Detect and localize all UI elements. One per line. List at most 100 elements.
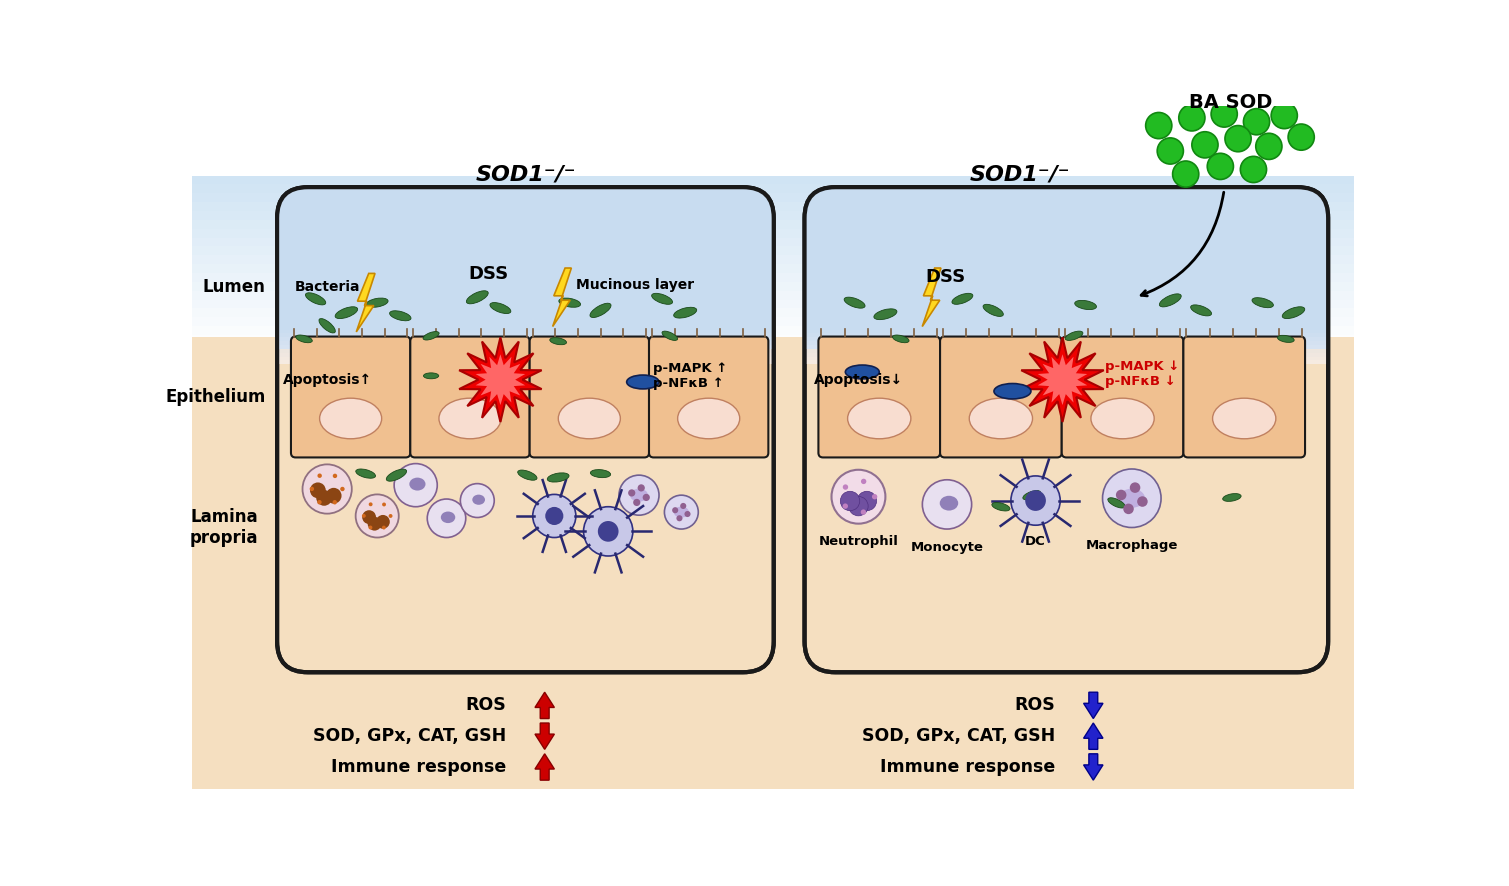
Circle shape: [1011, 476, 1061, 525]
Circle shape: [1172, 161, 1198, 187]
Circle shape: [302, 464, 352, 514]
Bar: [193, 338, 1355, 789]
Polygon shape: [552, 268, 572, 327]
Bar: [804, 349, 1328, 353]
Bar: [804, 333, 1328, 338]
Bar: [193, 264, 1355, 273]
Circle shape: [326, 488, 341, 503]
Polygon shape: [459, 338, 542, 422]
Circle shape: [685, 511, 691, 517]
Ellipse shape: [1065, 331, 1083, 340]
Ellipse shape: [1278, 335, 1295, 342]
Bar: [193, 246, 1355, 255]
Ellipse shape: [423, 331, 439, 340]
Polygon shape: [922, 268, 942, 327]
Bar: [193, 326, 1355, 335]
FancyBboxPatch shape: [940, 337, 1062, 457]
Circle shape: [857, 491, 877, 510]
Bar: [193, 175, 1355, 184]
Ellipse shape: [558, 398, 620, 439]
Bar: [278, 356, 774, 361]
Circle shape: [340, 486, 344, 491]
Circle shape: [362, 510, 376, 524]
Bar: [193, 344, 1355, 353]
Text: p-MAPK ↓: p-MAPK ↓: [1105, 360, 1179, 373]
Ellipse shape: [367, 298, 388, 307]
Text: DSS: DSS: [469, 265, 509, 284]
FancyBboxPatch shape: [278, 187, 774, 672]
Bar: [193, 237, 1355, 246]
Ellipse shape: [439, 398, 501, 439]
Polygon shape: [475, 354, 525, 405]
Text: Epithelium: Epithelium: [164, 388, 266, 406]
Circle shape: [382, 502, 386, 507]
Ellipse shape: [296, 335, 312, 343]
Circle shape: [333, 474, 337, 478]
Ellipse shape: [662, 331, 678, 340]
Circle shape: [1138, 496, 1148, 507]
Circle shape: [672, 507, 678, 513]
Ellipse shape: [305, 292, 326, 305]
Ellipse shape: [1108, 498, 1126, 508]
Bar: [278, 338, 774, 341]
Ellipse shape: [409, 478, 426, 491]
Ellipse shape: [848, 398, 911, 439]
Circle shape: [317, 473, 321, 478]
Ellipse shape: [673, 507, 690, 517]
Bar: [193, 211, 1355, 220]
Circle shape: [1145, 113, 1172, 139]
Circle shape: [1225, 126, 1251, 152]
Bar: [278, 349, 774, 353]
Ellipse shape: [991, 502, 1010, 511]
Ellipse shape: [626, 375, 659, 389]
Ellipse shape: [386, 469, 406, 481]
Bar: [804, 345, 1328, 349]
Bar: [804, 330, 1328, 333]
FancyBboxPatch shape: [818, 337, 940, 457]
Ellipse shape: [1159, 294, 1182, 307]
Circle shape: [1207, 153, 1233, 180]
Circle shape: [332, 500, 337, 504]
Ellipse shape: [1023, 491, 1041, 500]
Polygon shape: [356, 274, 376, 332]
Text: p-NFκB ↑: p-NFκB ↑: [653, 377, 724, 390]
Circle shape: [356, 494, 398, 538]
Circle shape: [368, 502, 373, 506]
Bar: [804, 356, 1328, 361]
Ellipse shape: [1091, 398, 1154, 439]
Circle shape: [584, 507, 632, 556]
Bar: [193, 317, 1355, 326]
Ellipse shape: [590, 470, 611, 478]
Ellipse shape: [1222, 494, 1240, 501]
Circle shape: [1289, 124, 1314, 151]
Text: BA SOD: BA SOD: [1189, 94, 1272, 113]
Circle shape: [1115, 490, 1126, 501]
FancyBboxPatch shape: [1062, 337, 1183, 457]
Bar: [278, 187, 774, 349]
Bar: [193, 202, 1355, 211]
Bar: [193, 220, 1355, 229]
Circle shape: [664, 495, 699, 529]
Polygon shape: [536, 723, 554, 750]
Polygon shape: [1038, 354, 1088, 405]
Bar: [193, 193, 1355, 202]
Ellipse shape: [1118, 489, 1145, 508]
Circle shape: [860, 509, 866, 515]
Ellipse shape: [590, 303, 611, 317]
Ellipse shape: [466, 291, 489, 304]
Circle shape: [676, 516, 682, 521]
Circle shape: [1271, 103, 1298, 128]
Bar: [278, 326, 774, 330]
Circle shape: [382, 525, 386, 530]
Ellipse shape: [320, 398, 382, 439]
Text: ROS: ROS: [1014, 696, 1055, 714]
Ellipse shape: [389, 311, 410, 321]
Bar: [278, 361, 774, 364]
Ellipse shape: [335, 307, 358, 319]
Bar: [193, 335, 1355, 344]
Polygon shape: [1022, 338, 1103, 422]
Circle shape: [1212, 101, 1237, 127]
Bar: [804, 187, 1328, 349]
Circle shape: [1130, 482, 1141, 493]
Ellipse shape: [652, 293, 673, 304]
